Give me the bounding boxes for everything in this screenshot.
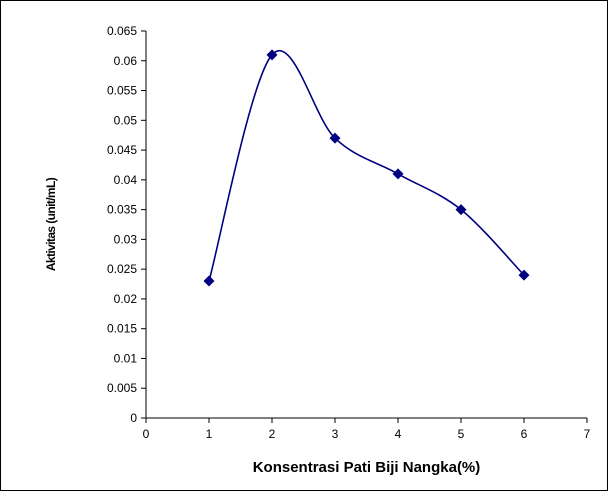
y-tick-label: 0.015 xyxy=(107,322,137,336)
data-point-marker xyxy=(392,168,404,180)
y-tick-label: 0.03 xyxy=(114,232,138,246)
x-tick-label: 5 xyxy=(458,427,465,441)
data-point-marker xyxy=(518,269,530,281)
x-tick-label: 6 xyxy=(521,427,528,441)
x-axis-title: Konsentrasi Pati Biji Nangka(%) xyxy=(253,459,481,476)
y-tick-label: 0.065 xyxy=(107,24,137,38)
x-tick-label: 3 xyxy=(332,427,339,441)
data-point-marker xyxy=(329,132,341,144)
y-tick-label: 0.04 xyxy=(114,173,138,187)
y-tick-label: 0.02 xyxy=(114,292,138,306)
y-tick-label: 0.005 xyxy=(107,381,137,395)
x-tick-label: 7 xyxy=(584,427,591,441)
y-tick-label: 0.045 xyxy=(107,143,137,157)
data-point-marker xyxy=(266,49,278,61)
x-tick-label: 2 xyxy=(269,427,276,441)
y-tick-label: 0.01 xyxy=(114,351,138,365)
y-tick-label: 0.06 xyxy=(114,54,138,68)
data-point-marker xyxy=(455,204,467,216)
plot-area xyxy=(203,49,530,287)
y-axis-title: Aktivitas (unit/mL) xyxy=(44,177,58,271)
y-tick-label: 0.025 xyxy=(107,262,137,276)
series-line xyxy=(208,50,525,282)
y-tick-label: 0.035 xyxy=(107,203,137,217)
y-tick-label: 0.055 xyxy=(107,84,137,98)
y-tick-label: 0 xyxy=(130,411,137,425)
x-tick-label: 0 xyxy=(143,427,150,441)
x-tick-label: 1 xyxy=(206,427,213,441)
y-tick-label: 0.05 xyxy=(114,113,138,127)
axes: 0 0.005 0.01 0.015 0.02 0.025 0.03 0.035 0.04 0.0… xyxy=(107,24,591,441)
x-tick-label: 4 xyxy=(395,427,402,441)
data-point-marker xyxy=(203,275,215,287)
